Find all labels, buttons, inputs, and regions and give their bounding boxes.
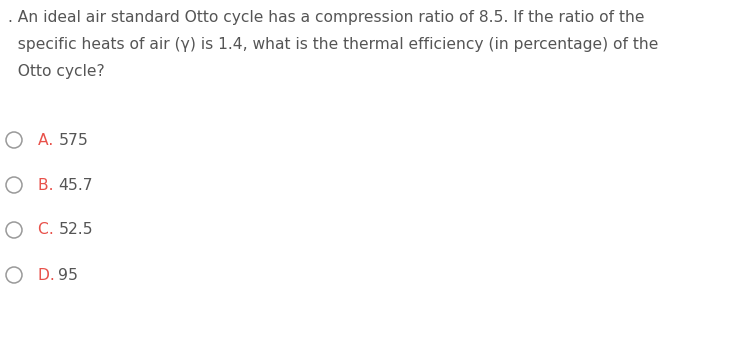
Text: 95: 95 [58,267,78,282]
Text: specific heats of air (γ) is 1.4, what is the thermal efficiency (in percentage): specific heats of air (γ) is 1.4, what i… [8,37,658,52]
Text: Otto cycle?: Otto cycle? [8,64,104,79]
Text: C.: C. [38,222,58,238]
Text: . An ideal air standard Otto cycle has a compression ratio of 8.5. If the ratio : . An ideal air standard Otto cycle has a… [8,10,645,25]
Text: D.: D. [38,267,60,282]
Text: B.: B. [38,178,58,193]
Text: A.: A. [38,133,58,147]
Text: 45.7: 45.7 [58,178,93,193]
Text: 575: 575 [58,133,88,147]
Text: 52.5: 52.5 [58,222,93,238]
